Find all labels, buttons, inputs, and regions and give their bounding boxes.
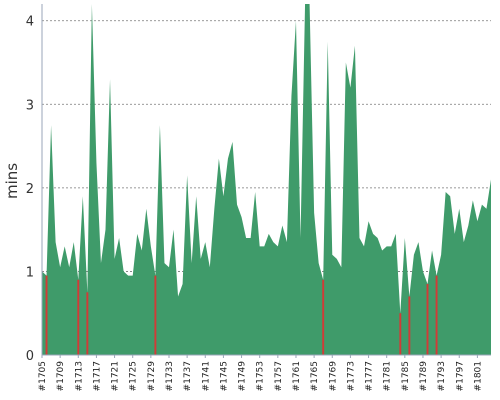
y-tick-label: 1 bbox=[26, 265, 34, 280]
below-threshold-band bbox=[408, 296, 411, 355]
below-threshold-band bbox=[399, 313, 402, 355]
x-tick-label: #1777 bbox=[365, 361, 375, 391]
below-threshold-band bbox=[435, 275, 438, 355]
x-tick-label: #1781 bbox=[383, 361, 393, 391]
y-axis-label: mins bbox=[3, 163, 21, 199]
below-threshold-band bbox=[45, 275, 48, 355]
x-tick-label: #1773 bbox=[346, 361, 356, 391]
below-threshold-band bbox=[322, 279, 325, 355]
area-series bbox=[42, 4, 491, 355]
x-tick-label: #1749 bbox=[238, 361, 248, 392]
y-tick-labels: 0 1 2 3 4 bbox=[26, 15, 34, 364]
below-threshold-band bbox=[154, 275, 157, 355]
x-tick-label: #1797 bbox=[455, 361, 465, 391]
x-tick-label: #1757 bbox=[274, 361, 284, 391]
x-tick-label: #1717 bbox=[92, 361, 102, 391]
x-tick-label: #1713 bbox=[74, 361, 84, 391]
x-tick-label: #1741 bbox=[201, 361, 211, 391]
area-fill bbox=[42, 4, 491, 355]
x-tick-label: #1733 bbox=[165, 361, 175, 391]
y-tick-label: 3 bbox=[26, 98, 34, 113]
x-tick-label: #1761 bbox=[292, 361, 302, 391]
below-threshold-band bbox=[77, 279, 80, 355]
x-tick-label: #1801 bbox=[473, 361, 483, 391]
y-tick-label: 0 bbox=[26, 349, 34, 364]
x-tick-label: #1785 bbox=[401, 361, 411, 391]
x-tick-label: #1721 bbox=[111, 361, 121, 391]
x-tick-label: #1709 bbox=[56, 361, 66, 392]
below-threshold-band bbox=[426, 283, 429, 355]
x-tick-label: #1737 bbox=[183, 361, 193, 391]
x-tick-label: #1769 bbox=[328, 361, 338, 392]
x-tick-label: #1753 bbox=[256, 361, 266, 391]
x-tick-labels: #1705 #1709 #1713 #1717 #1721 #1725 #1729 #1733… bbox=[38, 355, 483, 391]
x-tick-label: #1793 bbox=[437, 361, 447, 391]
y-tick-label: 4 bbox=[26, 15, 34, 30]
x-tick-label: #1705 bbox=[38, 361, 48, 391]
x-tick-label: #1729 bbox=[147, 361, 157, 392]
x-tick-label: #1725 bbox=[129, 361, 139, 391]
y-tick-label: 2 bbox=[26, 182, 34, 197]
x-tick-label: #1745 bbox=[219, 361, 229, 391]
x-tick-label: #1789 bbox=[419, 361, 429, 392]
x-tick-label: #1765 bbox=[310, 361, 320, 391]
below-threshold-band bbox=[86, 292, 89, 355]
axes bbox=[41, 4, 491, 356]
